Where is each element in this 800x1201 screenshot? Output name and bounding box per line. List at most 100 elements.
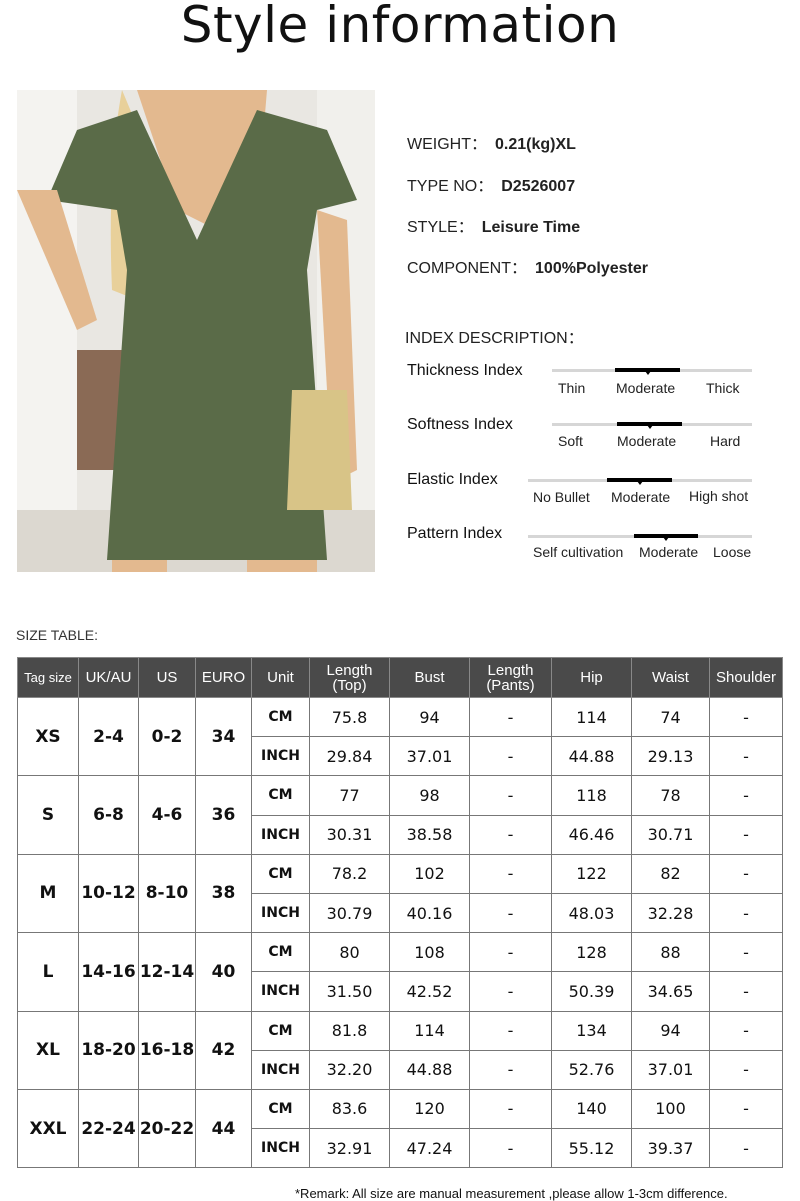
measurement-cell: 55.12 — [551, 1128, 632, 1169]
size-uk: 14-16 — [78, 932, 139, 1012]
measurement-cell: 94 — [631, 1010, 710, 1051]
page-title: Style information — [180, 0, 620, 54]
table-row: XXL 22-24 20-22 44 CM 83.6 120-140 100- — [17, 1088, 783, 1169]
unit-cell: CM — [251, 1010, 310, 1051]
measurement-cell: - — [709, 971, 783, 1012]
index-option: Thin — [558, 380, 586, 396]
unit-cell: INCH — [251, 892, 310, 934]
size-tag: M — [17, 853, 79, 934]
table-row: M 10-12 8-10 38 CM 78.2 102-122 82- — [17, 853, 783, 934]
measurement-cell: - — [709, 814, 783, 855]
measurement-cell: 98 — [389, 775, 470, 816]
measurement-cell: - — [469, 971, 552, 1012]
size-uk: 2-4 — [78, 696, 139, 777]
index-option: Moderate — [611, 489, 671, 505]
spec-weight: WEIGHT： 0.21(kg)XL — [407, 130, 576, 154]
selected-marker — [634, 534, 698, 541]
measurement-cell: - — [709, 1010, 783, 1051]
size-uk: 22-24 — [78, 1088, 139, 1169]
selected-marker — [615, 368, 680, 375]
softness-index-label: Softness Index — [407, 416, 513, 433]
size-table: Tag size UK/AU US EURO Unit Length (Top) Bust L… — [17, 657, 783, 1169]
measurement-cell: 118 — [551, 775, 632, 816]
measurement-cell: 128 — [551, 932, 632, 973]
measurement-cell: 48.03 — [551, 892, 632, 934]
measurement-cell: - — [469, 736, 552, 777]
spec-type-no: TYPE NO： D2526007 — [407, 172, 575, 196]
measurement-cell: 82 — [631, 853, 710, 894]
table-row: INCH 29.84 37.01-44.88 29.13- — [18, 736, 783, 777]
measurement-cell: 75.8 — [309, 696, 390, 738]
measurement-cell: - — [469, 696, 552, 738]
spec-label: COMPONENT： — [407, 260, 528, 277]
column-header: Length (Top) — [309, 657, 390, 698]
index-option: Moderate — [639, 544, 699, 560]
size-us: 0-2 — [138, 696, 196, 777]
measurement-cell: - — [709, 696, 783, 738]
measurement-cell: 30.31 — [309, 814, 390, 855]
unit-cell: INCH — [251, 971, 310, 1012]
measurement-cell: - — [469, 775, 552, 816]
spec-value: 0.21(kg)XL — [495, 136, 576, 153]
size-uk: 6-8 — [78, 775, 139, 855]
size-tag: XS — [17, 696, 79, 777]
measurement-cell: 78 — [631, 775, 710, 816]
measurement-cell: 122 — [551, 853, 632, 894]
measurement-cell: 44.88 — [551, 736, 632, 777]
measurement-cell: 30.71 — [631, 814, 710, 855]
size-us: 16-18 — [138, 1010, 196, 1090]
measurement-cell: 37.01 — [631, 1049, 710, 1090]
measurement-cell: 78.2 — [309, 853, 390, 894]
size-euro: 42 — [195, 1010, 252, 1090]
measurement-cell: - — [469, 1049, 552, 1090]
spec-label: TYPE NO： — [407, 178, 494, 195]
index-option: Hard — [710, 433, 741, 449]
measurement-cell: - — [469, 1128, 552, 1169]
measurement-cell: 108 — [389, 932, 470, 973]
column-header: US — [138, 657, 196, 698]
size-us: 4-6 — [138, 775, 196, 855]
table-row: INCH 30.31 38.58-46.46 30.71- — [18, 814, 783, 855]
table-header-row: Tag size UK/AU US EURO Unit Length (Top) Bust L… — [17, 657, 783, 698]
table-row: L 14-16 12-14 40 CM 80 108-128 88- — [17, 932, 783, 1012]
measurement-cell: 46.46 — [551, 814, 632, 855]
size-euro: 38 — [195, 853, 252, 934]
table-row: INCH 31.50 42.52-50.39 34.65- — [18, 971, 783, 1012]
table-row: XL 18-20 16-18 42 CM 81.8 114-134 94- — [17, 1010, 783, 1090]
spec-component: COMPONENT： 100%Polyester — [407, 254, 648, 278]
index-option: High shot — [689, 488, 749, 504]
measurement-cell: 32.28 — [631, 892, 710, 934]
measurement-cell: - — [709, 1088, 783, 1130]
index-option: Moderate — [616, 380, 676, 396]
index-option: Self cultivation — [533, 544, 624, 560]
measurement-cell: 140 — [551, 1088, 632, 1130]
spec-value: D2526007 — [501, 178, 576, 195]
table-row: S 6-8 4-6 36 CM 77 98-118 78- — [17, 775, 783, 855]
measurement-cell: 50.39 — [551, 971, 632, 1012]
column-header: Waist — [631, 657, 710, 698]
measurement-cell: 29.13 — [631, 736, 710, 777]
pattern-index-label: Pattern Index — [407, 525, 503, 542]
column-header: Shoulder — [709, 657, 783, 698]
selected-marker — [607, 478, 672, 485]
spec-style: STYLE： Leisure Time — [407, 213, 580, 237]
measurement-cell: 134 — [551, 1010, 632, 1051]
unit-cell: CM — [251, 932, 310, 973]
thickness-index-label: Thickness Index — [407, 362, 523, 379]
measurement-cell: - — [469, 853, 552, 894]
measurement-cell: 88 — [631, 932, 710, 973]
size-tag: XXL — [17, 1088, 79, 1169]
measurement-cell: 120 — [389, 1088, 470, 1130]
measurement-cell: - — [469, 814, 552, 855]
measurement-cell: - — [469, 892, 552, 934]
index-heading: INDEX DESCRIPTION： — [405, 330, 584, 347]
size-tag: XL — [17, 1010, 79, 1090]
size-euro: 44 — [195, 1088, 252, 1169]
selected-marker — [617, 422, 682, 429]
measurement-cell: - — [709, 775, 783, 816]
size-us: 8-10 — [138, 853, 196, 934]
pattern-index-scale — [528, 534, 752, 541]
size-us: 12-14 — [138, 932, 196, 1012]
measurement-cell: 80 — [309, 932, 390, 973]
measurement-cell: 32.91 — [309, 1128, 390, 1169]
